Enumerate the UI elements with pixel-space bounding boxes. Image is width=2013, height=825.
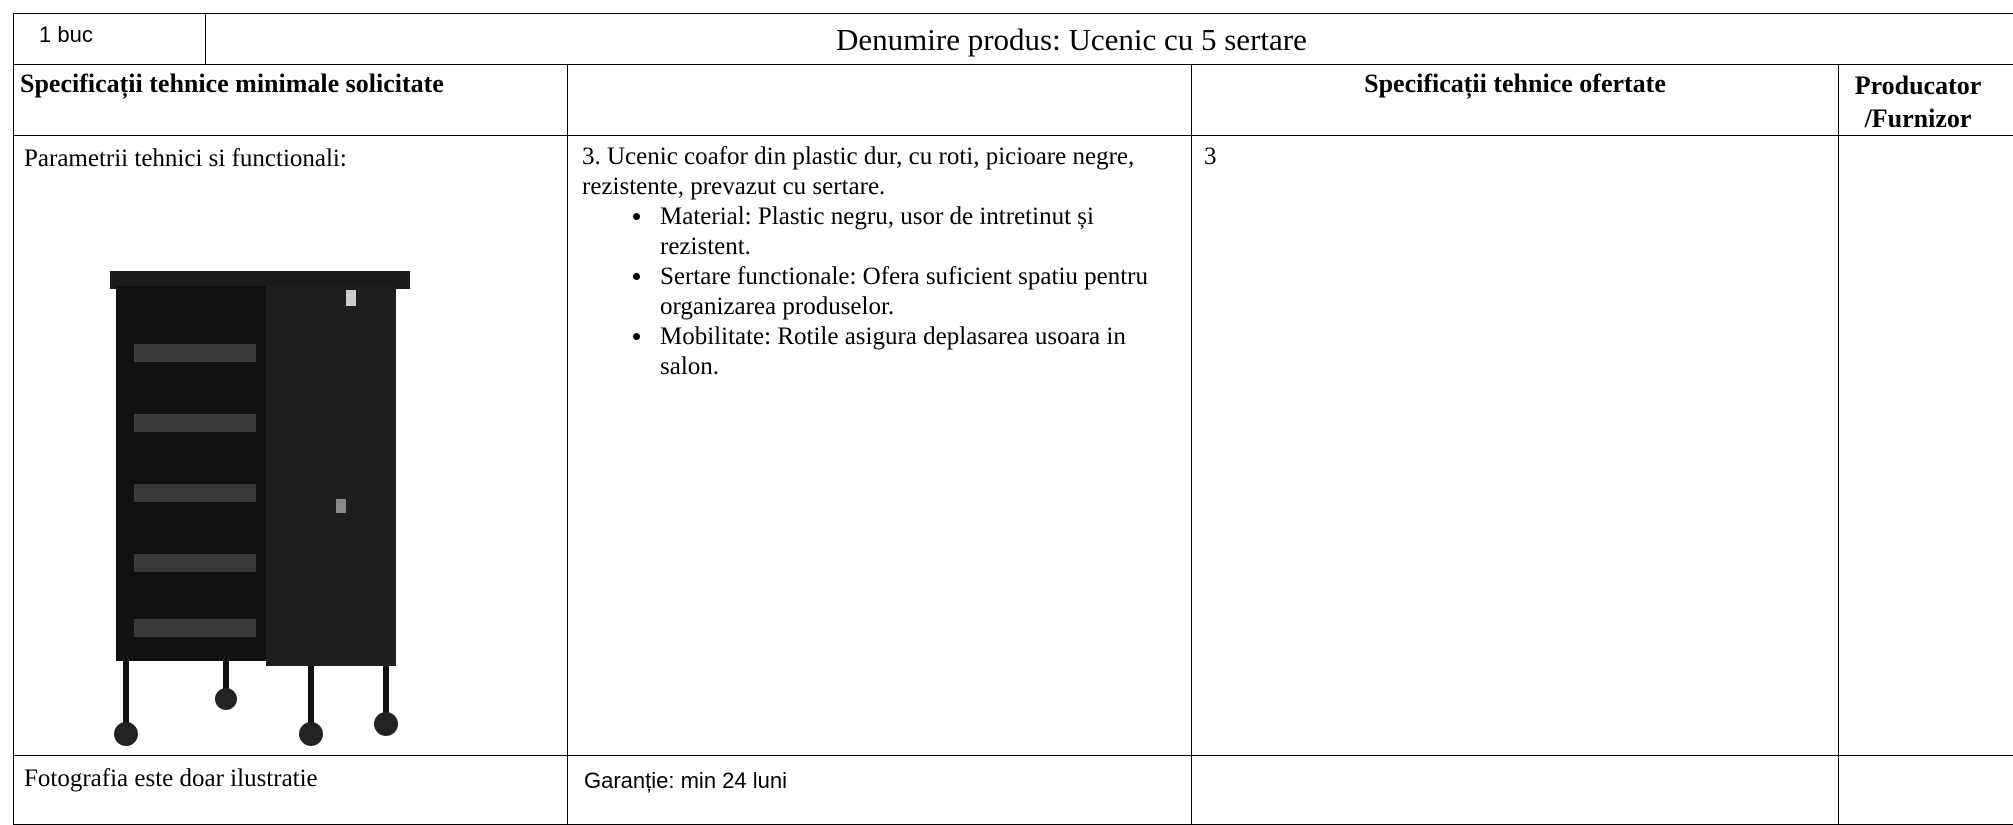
product-image — [110, 271, 410, 746]
warranty: Garanție: min 24 luni — [567, 755, 1192, 825]
description: 3. Ucenic coafor din plastic dur, cu rot… — [582, 143, 1135, 200]
label: Parametrii tehnici si functionali: — [24, 145, 347, 172]
column-header: Specificații tehnice minimale solicitate — [13, 64, 568, 136]
bullet: Mobilitate: Rotile asigura deplasarea us… — [654, 322, 1177, 382]
note: Fotografia este doar ilustratie — [13, 755, 568, 825]
offered-value: 3 — [1191, 135, 1839, 756]
bullet: Sertare functionale: Ofera suficient spa… — [654, 262, 1177, 322]
cell — [1838, 755, 2013, 825]
product-title: Denumire produs: Ucenic cu 5 sertare — [205, 13, 2013, 65]
column-header: Specificații tehnice ofertate — [1191, 64, 1839, 136]
bullet: Material: Plastic negru, usor de intreti… — [654, 202, 1177, 262]
bullet-list: Material: Plastic negru, usor de intreti… — [582, 202, 1177, 382]
quantity: 1 buc — [13, 13, 206, 65]
cell — [1838, 135, 2013, 756]
cell: Parametrii tehnici si functionali: — [13, 135, 568, 756]
cell: 3. Ucenic coafor din plastic dur, cu rot… — [567, 135, 1192, 756]
column-header: Producator /Furnizor — [1838, 64, 2013, 136]
column-header — [567, 64, 1192, 136]
cell — [1191, 755, 1839, 825]
page: 1 buc Denumire produs: Ucenic cu 5 serta… — [0, 0, 2013, 808]
